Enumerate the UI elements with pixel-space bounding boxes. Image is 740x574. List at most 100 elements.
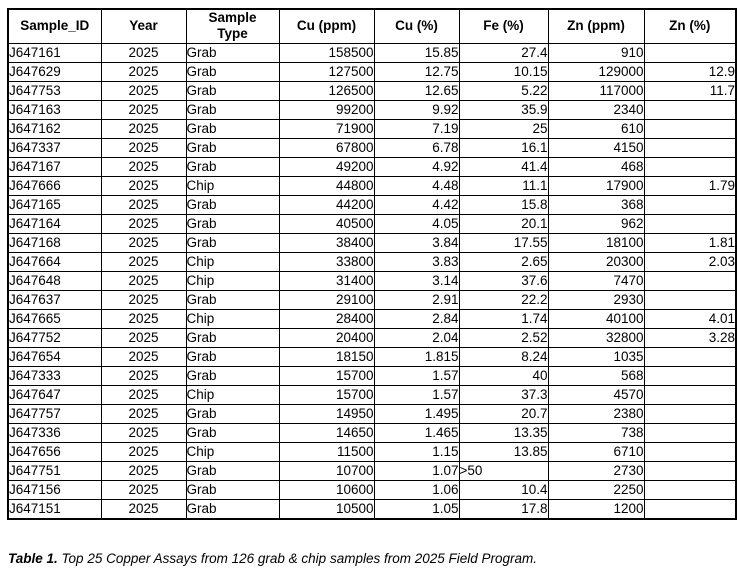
table-cell: Grab [185, 422, 280, 443]
table-cell: Chip [185, 384, 280, 405]
table-cell: 2930 [547, 289, 645, 310]
table-row: J647654 2025 Grab 18150 1.815 8.24 1035 [7, 346, 737, 367]
table-cell: 8.24 [458, 346, 549, 367]
table-cell: 15.8 [458, 194, 549, 215]
table-cell: 16.1 [458, 137, 549, 158]
column-header: Year [100, 8, 187, 44]
table-cell: Grab [185, 99, 280, 120]
table-cell: 2025 [100, 156, 187, 177]
table-cell: 44200 [278, 194, 375, 215]
table-cell: 2025 [100, 194, 187, 215]
table-cell: 67800 [278, 137, 375, 158]
table-cell: 13.35 [458, 422, 549, 443]
table-cell: 41.4 [458, 156, 549, 177]
table-cell: 4570 [547, 384, 645, 405]
table-cell [643, 384, 737, 405]
table-cell [643, 137, 737, 158]
table-cell: 2730 [547, 460, 645, 481]
table-cell: 2025 [100, 118, 187, 139]
table-row: J647161 2025 Grab 158500 15.85 27.4 910 [7, 42, 737, 63]
table-cell [643, 118, 737, 139]
table-cell [643, 479, 737, 500]
table-cell: Grab [185, 118, 280, 139]
table-cell: 2025 [100, 327, 187, 348]
caption-label: Table 1. [8, 550, 58, 566]
table-row: J647757 2025 Grab 14950 1.495 20.7 2380 [7, 403, 737, 424]
column-header: Fe (%) [458, 8, 549, 44]
table-row: J647162 2025 Grab 71900 7.19 25 610 [7, 118, 737, 139]
table-cell: 4.42 [373, 194, 460, 215]
table-row: J647666 2025 Chip 44800 4.48 11.1 17900 1.79 [7, 175, 737, 196]
table-cell: 2340 [547, 99, 645, 120]
table-cell: 22.2 [458, 289, 549, 310]
table-cell: Chip [185, 308, 280, 329]
table-cell: J647647 [7, 384, 102, 405]
table-cell: 17.8 [458, 498, 549, 519]
table-cell: 1.05 [373, 498, 460, 519]
table-cell: 20.1 [458, 213, 549, 234]
table-cell: Chip [185, 270, 280, 291]
table-cell [643, 213, 737, 234]
table-cell: 2025 [100, 270, 187, 291]
table-cell: 40 [458, 365, 549, 386]
table-cell: 17900 [547, 175, 645, 196]
table-cell [643, 498, 737, 519]
table-cell: J647629 [7, 61, 102, 82]
table-cell: 10.4 [458, 479, 549, 500]
table-cell: 49200 [278, 156, 375, 177]
table-cell: 1.81 [643, 232, 737, 253]
table-cell: 126500 [278, 80, 375, 101]
table-cell: 610 [547, 118, 645, 139]
table-row: J647637 2025 Grab 29100 2.91 22.2 2930 [7, 289, 737, 310]
table-cell: J647665 [7, 308, 102, 329]
table-row: J647752 2025 Grab 20400 2.04 2.52 32800 3.28 [7, 327, 737, 348]
table-cell [643, 42, 737, 63]
table-cell: 12.75 [373, 61, 460, 82]
table-cell: 7470 [547, 270, 645, 291]
table-cell: 12.9 [643, 61, 737, 82]
table-cell: 2025 [100, 232, 187, 253]
table-cell: 1.57 [373, 365, 460, 386]
table-cell: 2380 [547, 403, 645, 424]
table-cell: 3.28 [643, 327, 737, 348]
header-row: Sample_ID Year Sample Type Cu (ppm) Cu (%) Fe… [7, 8, 737, 44]
table-cell: 962 [547, 213, 645, 234]
table-cell: 1.57 [373, 384, 460, 405]
table-cell: 28400 [278, 308, 375, 329]
table-row: J647168 2025 Grab 38400 3.84 17.55 18100 1.81 [7, 232, 737, 253]
table-cell [643, 365, 737, 386]
table-cell [643, 99, 737, 120]
table-cell: 2025 [100, 479, 187, 500]
table-cell: J647164 [7, 213, 102, 234]
table-cell: 2.04 [373, 327, 460, 348]
table-cell: Grab [185, 156, 280, 177]
table-cell: Grab [185, 327, 280, 348]
table-row: J647163 2025 Grab 99200 9.92 35.9 2340 [7, 99, 737, 120]
table-cell: 10500 [278, 498, 375, 519]
table-cell: 99200 [278, 99, 375, 120]
table-row: J647156 2025 Grab 10600 1.06 10.4 2250 [7, 479, 737, 500]
table-cell [643, 346, 737, 367]
table-cell: 2025 [100, 213, 187, 234]
table-cell: 2025 [100, 80, 187, 101]
table-cell: 2.65 [458, 251, 549, 272]
table-cell: J647163 [7, 99, 102, 120]
table-cell: 2025 [100, 346, 187, 367]
table-row: J647165 2025 Grab 44200 4.42 15.8 368 [7, 194, 737, 215]
table-cell: >50 [458, 460, 549, 481]
table-cell: 2025 [100, 175, 187, 196]
table-cell: Grab [185, 479, 280, 500]
table-row: J647167 2025 Grab 49200 4.92 41.4 468 [7, 156, 737, 177]
table-cell: 468 [547, 156, 645, 177]
table-cell: 2025 [100, 365, 187, 386]
table-cell: 2025 [100, 289, 187, 310]
table-cell: J647648 [7, 270, 102, 291]
table-cell: J647752 [7, 327, 102, 348]
table-cell: 910 [547, 42, 645, 63]
table-cell: Grab [185, 232, 280, 253]
table-cell: 127500 [278, 61, 375, 82]
column-header: Sample Type [185, 8, 280, 44]
table-cell: 117000 [547, 80, 645, 101]
table-row: J647665 2025 Chip 28400 2.84 1.74 40100 4.01 [7, 308, 737, 329]
table-cell: 568 [547, 365, 645, 386]
